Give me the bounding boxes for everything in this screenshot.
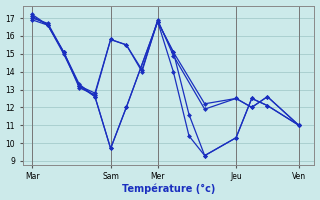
X-axis label: Température (°c): Température (°c)	[122, 184, 215, 194]
